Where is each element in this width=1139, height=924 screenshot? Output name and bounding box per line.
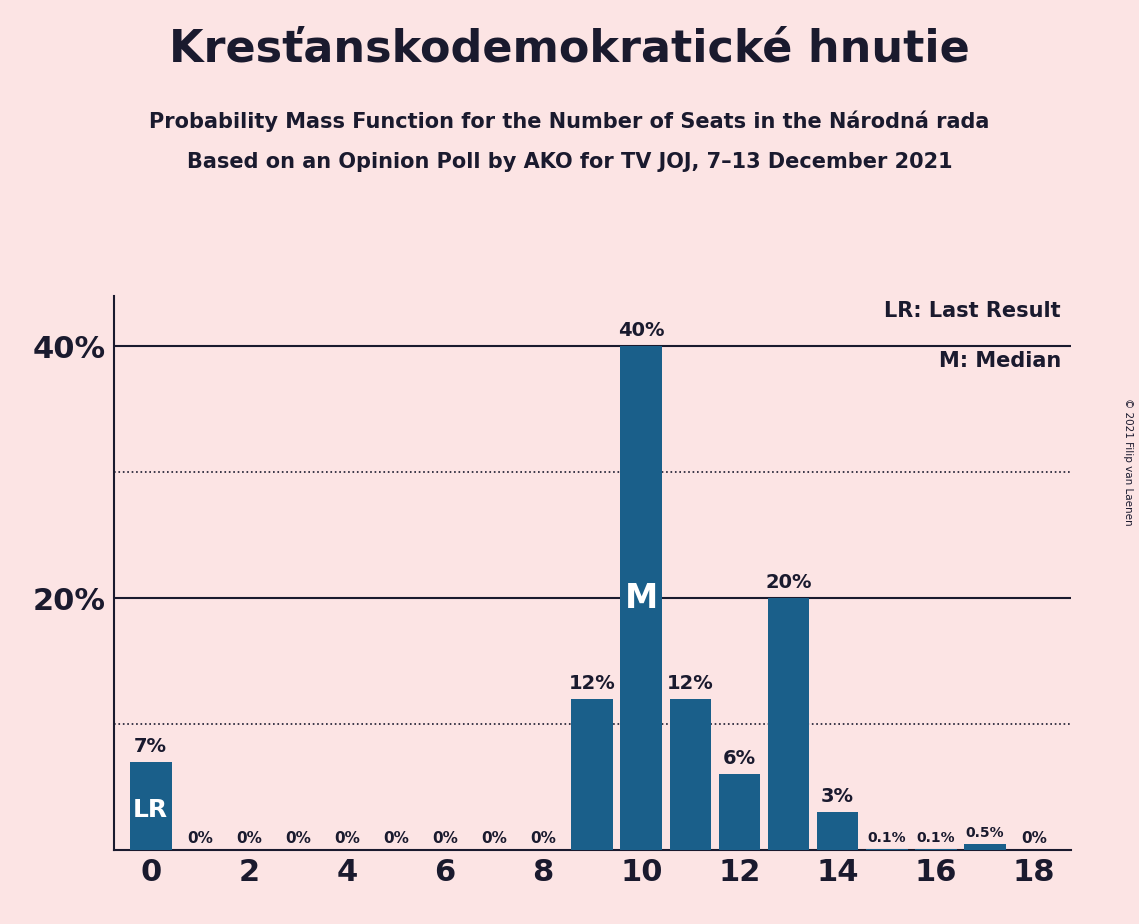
Text: 0%: 0% bbox=[1021, 832, 1047, 846]
Bar bbox=[670, 699, 711, 850]
Text: Kresťanskodemokratické hnutie: Kresťanskodemokratické hnutie bbox=[169, 28, 970, 71]
Text: 0%: 0% bbox=[432, 832, 458, 846]
Text: Based on an Opinion Poll by AKO for TV JOJ, 7–13 December 2021: Based on an Opinion Poll by AKO for TV J… bbox=[187, 152, 952, 173]
Bar bbox=[964, 844, 1006, 850]
Bar bbox=[866, 849, 908, 850]
Text: 0%: 0% bbox=[481, 832, 507, 846]
Text: M: M bbox=[624, 581, 658, 614]
Text: 20%: 20% bbox=[765, 573, 812, 591]
Text: 0%: 0% bbox=[187, 832, 213, 846]
Text: 12%: 12% bbox=[568, 674, 616, 693]
Bar bbox=[130, 762, 172, 850]
Text: 3%: 3% bbox=[821, 787, 854, 806]
Text: 12%: 12% bbox=[667, 674, 714, 693]
Text: © 2021 Filip van Laenen: © 2021 Filip van Laenen bbox=[1123, 398, 1133, 526]
Text: 0%: 0% bbox=[383, 832, 409, 846]
Bar bbox=[817, 812, 859, 850]
Bar bbox=[768, 598, 810, 850]
Text: 0%: 0% bbox=[334, 832, 360, 846]
Text: 40%: 40% bbox=[618, 321, 664, 340]
Bar bbox=[572, 699, 613, 850]
Text: 0%: 0% bbox=[531, 832, 556, 846]
Text: Probability Mass Function for the Number of Seats in the Národná rada: Probability Mass Function for the Number… bbox=[149, 111, 990, 132]
Text: 0.1%: 0.1% bbox=[868, 831, 906, 845]
Text: 0.5%: 0.5% bbox=[966, 826, 1005, 840]
Text: 0.1%: 0.1% bbox=[917, 831, 954, 845]
Text: 6%: 6% bbox=[723, 749, 756, 768]
Text: 0%: 0% bbox=[285, 832, 311, 846]
Text: LR: Last Result: LR: Last Result bbox=[885, 301, 1062, 322]
Text: M: Median: M: Median bbox=[939, 351, 1062, 371]
Bar bbox=[719, 774, 761, 850]
Text: LR: LR bbox=[133, 797, 169, 821]
Bar bbox=[915, 849, 957, 850]
Bar bbox=[621, 346, 662, 850]
Text: 0%: 0% bbox=[236, 832, 262, 846]
Text: 7%: 7% bbox=[134, 736, 167, 756]
